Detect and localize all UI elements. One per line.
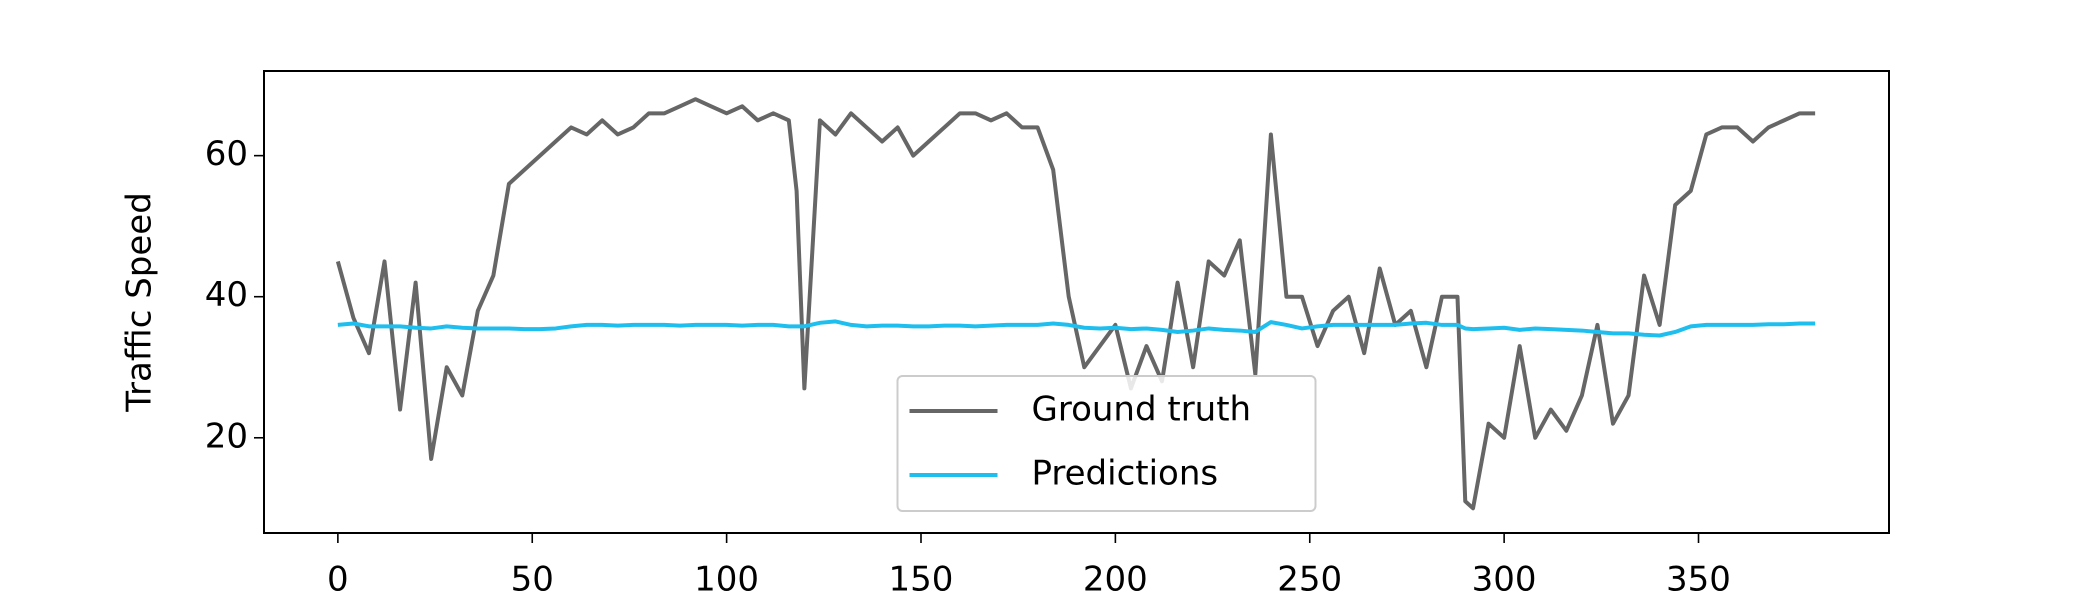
plot-frame [263,70,1890,534]
x-tick-label: 350 [1666,560,1731,600]
x-tick-label: 50 [511,560,554,600]
x-tick-label: 150 [889,560,954,600]
legend-label: Predictions [1032,454,1219,494]
y-tick-label: 40 [205,275,248,315]
legend-box [896,375,1317,512]
y-axis-label: Traffic Speed [120,192,160,413]
series-line [337,319,1816,338]
series-line [335,97,1816,511]
x-tick-label: 300 [1472,560,1537,600]
x-tick-label: 200 [1083,560,1148,600]
x-tick-label: 100 [694,560,759,600]
y-tick-label: 20 [205,416,248,456]
y-tick-label: 60 [205,134,248,174]
x-tick-label: 250 [1277,560,1342,600]
legend-label: Ground truth [1032,390,1252,430]
x-tick-label: 0 [327,560,349,600]
